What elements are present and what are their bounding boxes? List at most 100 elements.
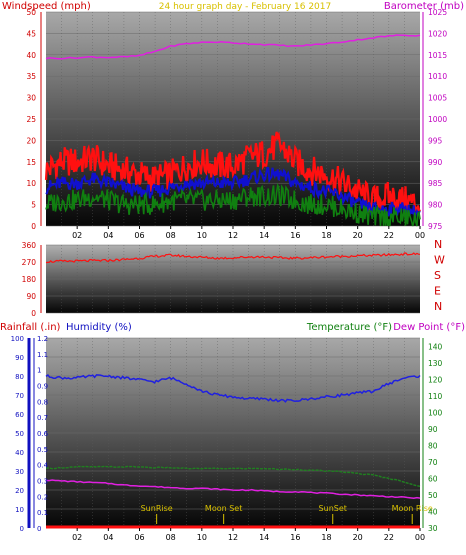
windspeed-tick-label: 0 bbox=[31, 222, 36, 231]
temperature-tick-label: 90 bbox=[428, 425, 438, 434]
temperature-tick-label: 100 bbox=[428, 408, 443, 417]
rainfall-tick-label: 0.9 bbox=[37, 383, 48, 391]
x-tick-label: 08 bbox=[166, 533, 176, 542]
wind-direction-line bbox=[45, 252, 421, 264]
direction-tick-label: 360 bbox=[22, 241, 37, 250]
temperature-line bbox=[45, 465, 421, 487]
windspeed-tick-label: 45 bbox=[26, 29, 36, 38]
humidity-tick-label: 90 bbox=[15, 354, 24, 362]
barometer-tick-label: 1020 bbox=[428, 29, 447, 38]
temperature-tick-label: 80 bbox=[428, 441, 438, 450]
windspeed-tick-label: 40 bbox=[26, 51, 36, 60]
humidity-tick-label: 10 bbox=[15, 506, 24, 514]
x-tick-label: 10 bbox=[197, 533, 207, 542]
windspeed-tick-label: 50 bbox=[26, 8, 36, 17]
temperature-tick-label: 70 bbox=[428, 458, 438, 467]
x-tick-label: 00 bbox=[415, 533, 425, 542]
event-label: Moon Rise bbox=[392, 504, 433, 513]
temperature-tick-label: 130 bbox=[428, 359, 443, 368]
compass-label: N bbox=[434, 238, 442, 251]
top-chart-title: 24 hour graph day - February 16 2017 bbox=[159, 2, 331, 12]
x-tick-label: 04 bbox=[103, 231, 113, 240]
bottom-panel-annotations: SunRise Moon Set SunSet Moon Rise bbox=[141, 504, 433, 524]
x-tick-label: 12 bbox=[228, 533, 238, 542]
direction-tick-label: 90 bbox=[26, 292, 36, 301]
rainfall-tick-label: 1 bbox=[37, 367, 41, 375]
windspeed-tick-label: 25 bbox=[26, 115, 36, 124]
compass-label: W bbox=[434, 254, 445, 267]
rainfall-tick-label: 0 bbox=[37, 525, 41, 533]
x-tick-label: 18 bbox=[321, 231, 331, 240]
rainfall-tick-label: 0.3 bbox=[37, 478, 48, 486]
humidity-tick-label: 70 bbox=[15, 392, 24, 400]
compass-label: N bbox=[434, 300, 442, 313]
humidity-tick-label: 30 bbox=[15, 468, 24, 476]
windspeed-tick-label: 30 bbox=[26, 94, 36, 103]
humidity-axis-label: Humidity (%) bbox=[66, 322, 132, 333]
bottom-panel-series bbox=[45, 373, 421, 529]
bottom-panel-axes: 0 0.1 0.2 0.3 0.4 0.5 0.6 0.7 0.8 0.9 1 1.1 1.2 0 10 20… bbox=[11, 335, 443, 542]
x-tick-label: 16 bbox=[290, 533, 300, 542]
humidity-line bbox=[45, 373, 421, 403]
windspeed-tick-label: 15 bbox=[26, 158, 36, 167]
barometer-tick-label: 985 bbox=[428, 179, 443, 188]
x-tick-label: 20 bbox=[353, 231, 363, 240]
x-tick-label: 22 bbox=[384, 533, 394, 542]
humidity-tick-label: 40 bbox=[15, 449, 24, 457]
rainfall-axis-label: Rainfall (.in) bbox=[0, 322, 61, 333]
compass-label: E bbox=[434, 285, 441, 298]
barometer-tick-label: 1010 bbox=[428, 72, 447, 81]
temperature-tick-label: 120 bbox=[428, 375, 443, 384]
direction-panel-series bbox=[45, 252, 421, 264]
x-tick-label: 08 bbox=[166, 231, 176, 240]
top-panel-series bbox=[44, 34, 421, 227]
rainfall-tick-label: 0.1 bbox=[37, 509, 48, 517]
barometer-tick-label: 1015 bbox=[428, 51, 447, 60]
x-tick-label: 02 bbox=[72, 231, 82, 240]
rainfall-tick-label: 0.7 bbox=[37, 414, 48, 422]
wind-average-line bbox=[45, 166, 421, 220]
windspeed-axis-label: Windspeed (mph) bbox=[2, 1, 91, 12]
x-tick-label: 04 bbox=[103, 533, 113, 542]
event-label: Moon Set bbox=[205, 504, 242, 513]
rainfall-tick-label: 0.6 bbox=[37, 430, 49, 438]
temperature-tick-label: 40 bbox=[428, 507, 438, 516]
wind-gust-line bbox=[44, 131, 421, 216]
humidity-tick-label: 0 bbox=[20, 525, 24, 533]
x-tick-label: 22 bbox=[384, 231, 394, 240]
compass-label: S bbox=[434, 269, 441, 282]
x-tick-label: 02 bbox=[72, 533, 82, 542]
x-tick-label: 14 bbox=[259, 231, 269, 240]
x-tick-label: 10 bbox=[197, 231, 207, 240]
dewpoint-line bbox=[45, 479, 421, 499]
direction-tick-label: 270 bbox=[22, 258, 37, 267]
rainfall-tick-label: 0.2 bbox=[37, 493, 48, 501]
barometer-tick-label: 995 bbox=[428, 136, 443, 145]
humidity-tick-label: 100 bbox=[11, 335, 24, 343]
x-tick-label: 06 bbox=[134, 231, 144, 240]
humidity-tick-label: 80 bbox=[15, 373, 24, 381]
barometer-axis-label: Barometer (mb) bbox=[384, 1, 464, 12]
humidity-tick-label: 60 bbox=[15, 411, 24, 419]
x-tick-label: 16 bbox=[290, 231, 300, 240]
barometer-tick-label: 1025 bbox=[428, 8, 447, 17]
barometer-tick-label: 1005 bbox=[428, 94, 447, 103]
barometer-tick-label: 975 bbox=[428, 222, 443, 231]
temperature-tick-label: 30 bbox=[428, 524, 438, 533]
temperature-tick-label: 110 bbox=[428, 392, 443, 401]
x-tick-label: 12 bbox=[228, 231, 238, 240]
x-tick-label: 06 bbox=[134, 533, 144, 542]
x-tick-label: 00 bbox=[415, 231, 425, 240]
windspeed-tick-label: 35 bbox=[26, 72, 36, 81]
x-tick-label: 18 bbox=[321, 533, 331, 542]
temperature-tick-label: 60 bbox=[428, 474, 438, 483]
rainfall-tick-label: 1.2 bbox=[37, 335, 48, 343]
humidity-tick-label: 50 bbox=[15, 430, 24, 438]
event-label: SunRise bbox=[141, 504, 173, 513]
rainfall-tick-label: 0.5 bbox=[37, 446, 48, 454]
barometer-line bbox=[45, 34, 421, 60]
top-panel-axes: 0510152025303540455097598098599099510001… bbox=[26, 8, 447, 240]
